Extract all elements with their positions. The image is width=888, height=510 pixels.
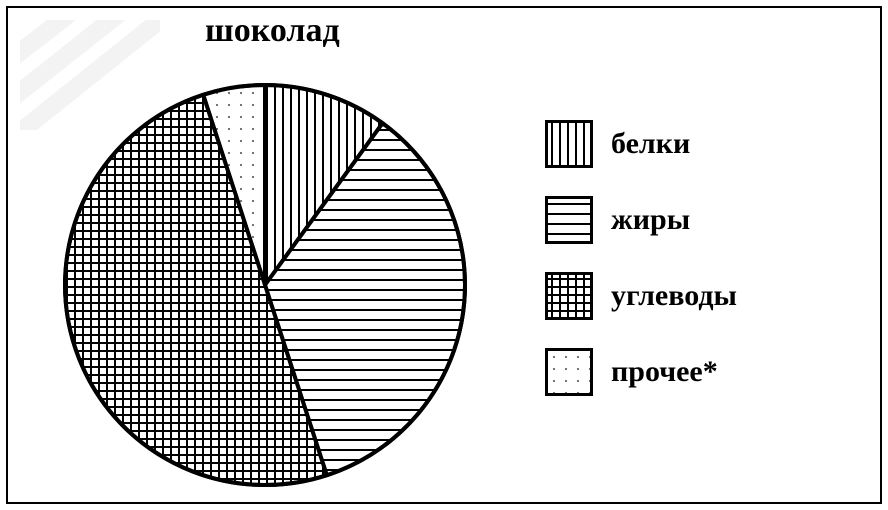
legend-item-belki: белки: [545, 120, 737, 168]
legend-label: жиры: [611, 205, 690, 235]
legend-item-uglevody: углеводы: [545, 272, 737, 320]
chart-title: шоколад: [205, 12, 340, 50]
legend: белки жиры углеводы прочее*: [545, 120, 737, 396]
legend-label: прочее*: [611, 357, 718, 387]
legend-label: углеводы: [611, 281, 737, 311]
legend-swatch: [545, 272, 593, 320]
legend-label: белки: [611, 129, 690, 159]
legend-item-prochee: прочее*: [545, 348, 737, 396]
legend-swatch: [545, 120, 593, 168]
page-root: шоколад белки жиры углеводы: [0, 0, 888, 510]
legend-item-zhiry: жиры: [545, 196, 737, 244]
legend-swatch: [545, 196, 593, 244]
pie-chart: [55, 75, 475, 495]
legend-swatch: [545, 348, 593, 396]
